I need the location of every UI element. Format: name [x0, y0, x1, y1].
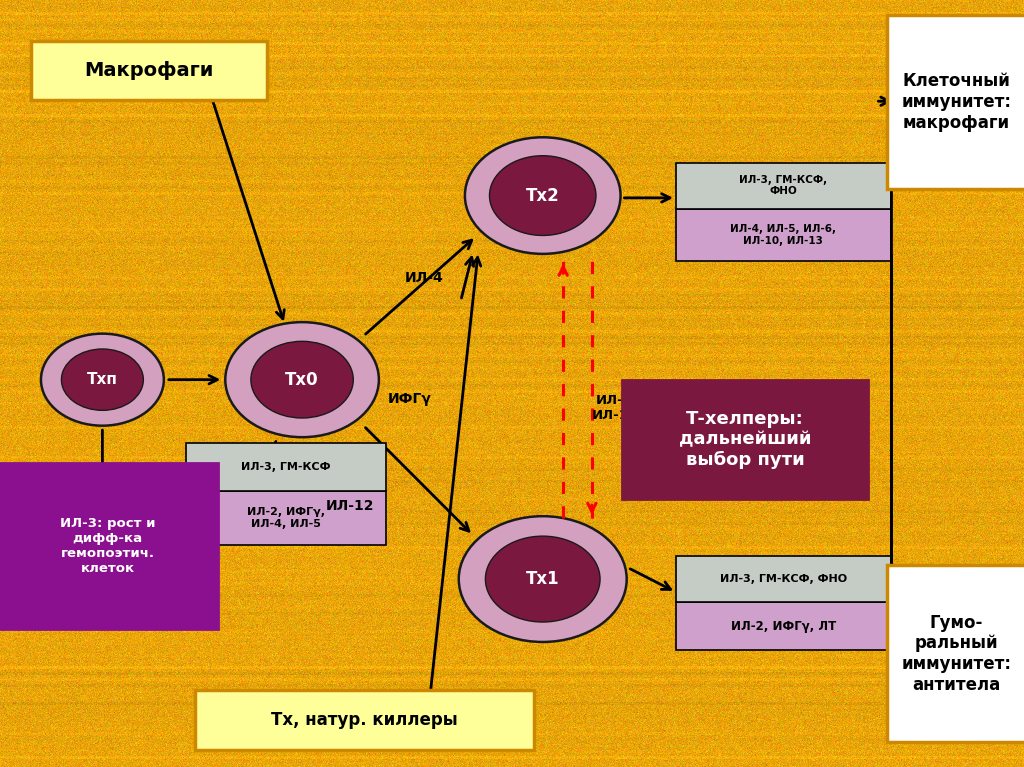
FancyBboxPatch shape: [195, 690, 534, 750]
Text: ИЛ-2: ИЛ-2: [95, 486, 134, 499]
Circle shape: [61, 349, 143, 410]
Text: ИЛ-3: рост и
дифф-ка
гемопоэтич.
клеток: ИЛ-3: рост и дифф-ка гемопоэтич. клеток: [59, 517, 156, 575]
Circle shape: [485, 536, 600, 622]
Circle shape: [465, 137, 621, 254]
FancyBboxPatch shape: [887, 15, 1024, 189]
Text: ИФГγ: ИФГγ: [388, 392, 431, 406]
Circle shape: [225, 322, 379, 437]
FancyBboxPatch shape: [186, 491, 386, 545]
Text: ИЛ-3, ГМ-КСФ,
ФНО: ИЛ-3, ГМ-КСФ, ФНО: [739, 175, 827, 196]
Circle shape: [459, 516, 627, 642]
Circle shape: [41, 334, 164, 426]
Text: ИЛ-4
ИЛ-10: ИЛ-4 ИЛ-10: [591, 394, 638, 422]
Text: Макрофаги: Макрофаги: [84, 61, 214, 80]
Text: ИЛ-4: ИЛ-4: [404, 271, 443, 285]
Text: Тх1: Тх1: [526, 570, 559, 588]
Text: ИЛ-2, ИФГγ, ЛТ: ИЛ-2, ИФГγ, ЛТ: [731, 620, 836, 633]
FancyBboxPatch shape: [622, 380, 868, 499]
Text: Тхп: Тхп: [87, 372, 118, 387]
Text: ИЛ-12: ИЛ-12: [326, 499, 375, 513]
FancyBboxPatch shape: [676, 163, 891, 209]
FancyBboxPatch shape: [676, 556, 891, 602]
Text: Тх2: Тх2: [526, 186, 559, 205]
FancyBboxPatch shape: [0, 463, 218, 629]
Circle shape: [251, 341, 353, 418]
Text: Гумо-
ральный
иммунитет:
антитела: Гумо- ральный иммунитет: антитела: [901, 614, 1012, 694]
FancyBboxPatch shape: [31, 41, 267, 100]
Circle shape: [489, 156, 596, 235]
Text: Т-хелперы:
дальнейший
выбор пути: Т-хелперы: дальнейший выбор пути: [679, 410, 811, 469]
Text: ИЛ-3, ГМ-КСФ, ФНО: ИЛ-3, ГМ-КСФ, ФНО: [720, 574, 847, 584]
FancyBboxPatch shape: [887, 565, 1024, 742]
FancyBboxPatch shape: [186, 443, 386, 491]
FancyBboxPatch shape: [676, 209, 891, 261]
FancyBboxPatch shape: [676, 602, 891, 650]
Text: Клеточный
иммунитет:
макрофаги: Клеточный иммунитет: макрофаги: [901, 72, 1012, 132]
Text: Тх, натур. киллеры: Тх, натур. киллеры: [270, 711, 458, 729]
Text: ИЛ-3, ГМ-КСФ: ИЛ-3, ГМ-КСФ: [242, 462, 331, 472]
Text: ИЛ-2, ИФГγ,
ИЛ-4, ИЛ-5: ИЛ-2, ИФГγ, ИЛ-4, ИЛ-5: [247, 507, 326, 528]
Text: Тх0: Тх0: [286, 370, 318, 389]
Text: ИЛ-4, ИЛ-5, ИЛ-6,
ИЛ-10, ИЛ-13: ИЛ-4, ИЛ-5, ИЛ-6, ИЛ-10, ИЛ-13: [730, 224, 837, 245]
